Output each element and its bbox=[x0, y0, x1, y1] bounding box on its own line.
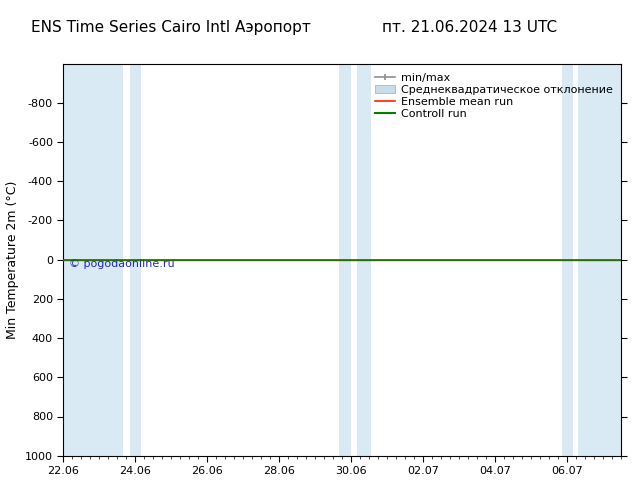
Legend: min/max, Среднеквадратическое отклонение, Ensemble mean run, Controll run: min/max, Среднеквадратическое отклонение… bbox=[372, 69, 616, 122]
Text: пт. 21.06.2024 13 UTC: пт. 21.06.2024 13 UTC bbox=[382, 20, 557, 35]
Bar bbox=[339, 64, 351, 456]
Y-axis label: Min Temperature 2m (°C): Min Temperature 2m (°C) bbox=[6, 180, 20, 339]
Bar bbox=[357, 64, 371, 456]
Text: ENS Time Series Cairo Intl Аэропорт: ENS Time Series Cairo Intl Аэропорт bbox=[31, 20, 311, 35]
Bar bbox=[130, 64, 141, 456]
Bar bbox=[63, 64, 123, 456]
Bar bbox=[578, 64, 621, 456]
Bar bbox=[562, 64, 573, 456]
Text: © pogodaonline.ru: © pogodaonline.ru bbox=[69, 259, 174, 269]
